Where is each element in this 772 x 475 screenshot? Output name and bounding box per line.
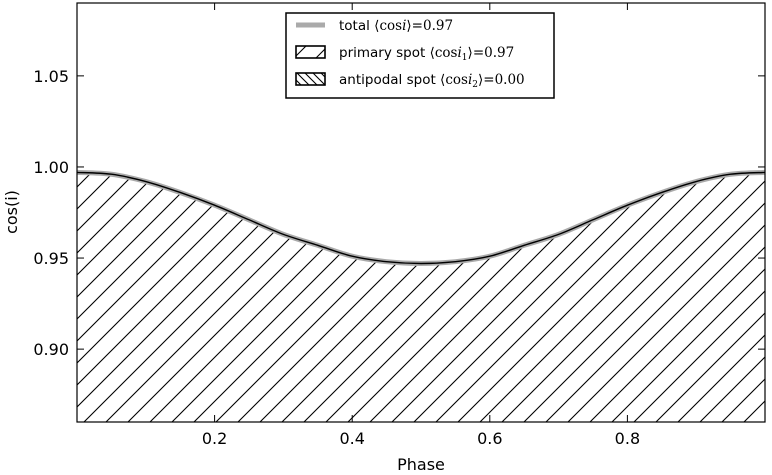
legend-label: total ⟨cosi⟩=0.97 [339, 18, 453, 34]
legend-label: antipodal spot ⟨cosi2⟩=0.00 [339, 72, 525, 90]
x-tick-label: 0.6 [477, 429, 502, 448]
legend-item-antipodal-spot: antipodal spot ⟨cosi2⟩=0.00 [295, 72, 525, 90]
legend-swatch [295, 45, 326, 59]
legend: total ⟨cosi⟩=0.97 primary spot ⟨cosi1⟩=0.… [285, 12, 555, 99]
y-tick-label: 1.00 [33, 158, 69, 177]
y-axis-label: cos(i) [2, 190, 21, 234]
legend-item-primary-spot: primary spot ⟨cosi1⟩=0.97 [295, 45, 514, 63]
x-axis: 0.2 0.4 0.6 0.8 [202, 3, 640, 448]
primary-spot-area [77, 172, 765, 422]
y-axis: 0.90 0.95 1.00 1.05 [33, 67, 765, 359]
y-tick-label: 0.90 [33, 340, 69, 359]
x-tick-label: 0.2 [202, 429, 227, 448]
y-tick-label: 0.95 [33, 249, 69, 268]
y-tick-label: 1.05 [33, 67, 69, 86]
legend-item-total: total ⟨cosi⟩=0.97 [296, 18, 453, 34]
primary-spot-line [77, 171, 765, 265]
legend-label: primary spot ⟨cosi1⟩=0.97 [339, 45, 514, 63]
plot-frame [76, 2, 766, 423]
x-tick-label: 0.4 [339, 429, 364, 448]
plot-area [77, 169, 765, 422]
legend-swatch [295, 72, 326, 86]
x-tick-label: 0.8 [615, 429, 640, 448]
x-axis-label: Phase [397, 455, 445, 474]
legend-frame [285, 12, 555, 99]
